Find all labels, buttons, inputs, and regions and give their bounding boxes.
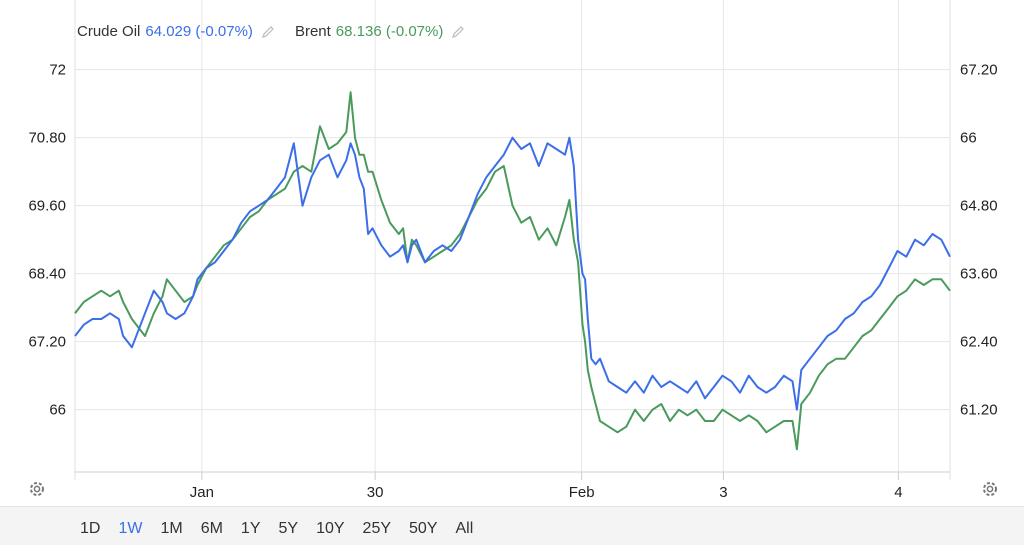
left-axis-tick-label: 68.40 — [28, 266, 66, 283]
pencil-icon[interactable] — [261, 25, 275, 39]
x-axis-tick-label: 4 — [894, 484, 902, 501]
range-button-1y[interactable]: 1Y — [240, 520, 261, 537]
right-axis-tick-label: 63.60 — [960, 266, 998, 283]
range-button-1m[interactable]: 1M — [160, 520, 183, 537]
series-line-crude-oil — [74, 136, 951, 411]
range-button-10y[interactable]: 10Y — [316, 520, 345, 537]
left-axis-tick-label: 70.80 — [28, 130, 66, 147]
range-button-all[interactable]: All — [455, 520, 474, 537]
legend-brent-value: 68.136 (-0.07%) — [335, 23, 444, 40]
range-button-5y[interactable]: 5Y — [278, 520, 299, 537]
left-axis-tick-label: 72 — [49, 62, 66, 79]
x-axis-tick-label: Jan — [190, 484, 214, 501]
right-axis-tick-label: 62.40 — [960, 334, 998, 351]
legend-brent-name: Brent — [294, 23, 331, 40]
left-axis-tick-label: 67.20 — [28, 334, 66, 351]
right-axis-tick-label: 61.20 — [960, 402, 998, 419]
range-button-6m[interactable]: 6M — [200, 520, 223, 537]
legend-crude-oil-value: 64.029 (-0.07%) — [145, 23, 253, 40]
chart-legend: Crude Oil 64.029 (-0.07%) Brent 68.136 (… — [77, 23, 465, 40]
range-button-50y[interactable]: 50Y — [409, 520, 438, 537]
range-bar: 1D 1W 1M 6M 1Y 5Y 10Y 25Y 50Y All — [0, 506, 1024, 545]
range-selector: 1D 1W 1M 6M 1Y 5Y 10Y 25Y 50Y All — [80, 520, 491, 538]
right-axis-tick-label: 64.80 — [960, 198, 998, 215]
left-axis-tick-label: 66 — [49, 402, 66, 419]
gear-icon[interactable] — [980, 479, 1000, 499]
range-button-25y[interactable]: 25Y — [362, 520, 392, 537]
chart: 72 70.80 69.60 68.40 67.20 66 67.20 66 64.80 63.6… — [28, 0, 998, 501]
x-axis-tick-label: 30 — [367, 484, 384, 501]
range-button-1d[interactable]: 1D — [80, 520, 101, 537]
x-axis-tick-label: Feb — [569, 484, 595, 501]
legend-crude-oil-name: Crude Oil — [77, 23, 141, 40]
series-line-brent — [74, 91, 951, 451]
range-button-1w[interactable]: 1W — [118, 520, 143, 537]
right-axis-tick-label: 66 — [960, 130, 977, 147]
right-axis-tick-label: 67.20 — [960, 62, 998, 79]
gear-icon[interactable] — [27, 479, 47, 499]
pencil-icon[interactable] — [451, 25, 465, 39]
x-axis-tick-label: 3 — [719, 484, 727, 501]
left-axis-tick-label: 69.60 — [28, 198, 66, 215]
